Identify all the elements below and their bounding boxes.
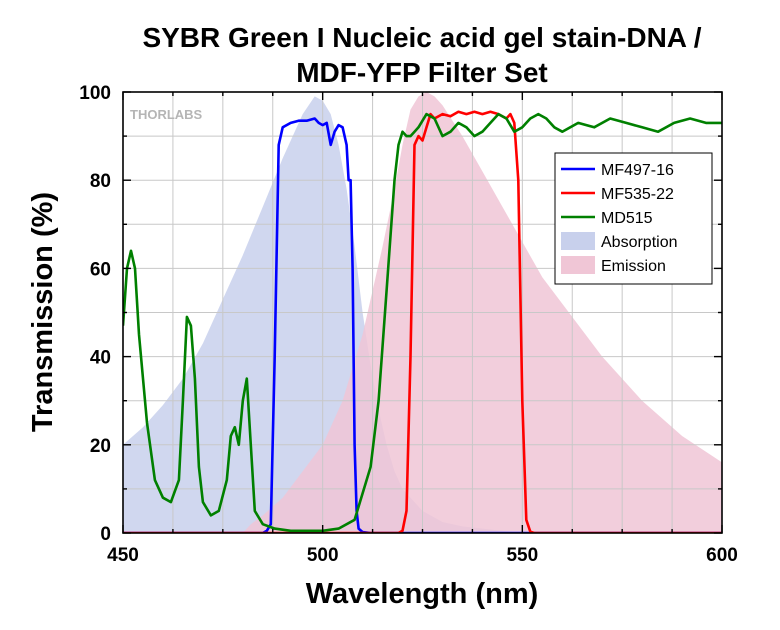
legend-swatch	[561, 232, 595, 250]
x-tick-label: 500	[307, 545, 339, 566]
line-mf535-22	[123, 110, 722, 533]
legend-label: MF535-22	[601, 186, 674, 203]
y-tick-label: 40	[90, 348, 111, 369]
x-tick-label: 600	[706, 545, 738, 566]
legend-label: MF497-16	[601, 162, 674, 179]
chart-title: SYBR Green I Nucleic acid gel stain-DNA …	[142, 22, 701, 53]
y-tick-label: 80	[90, 171, 111, 192]
y-tick-label: 60	[90, 259, 111, 280]
legend-swatch	[561, 256, 595, 274]
y-tick-label: 100	[79, 83, 111, 104]
legend-label: Absorption	[601, 234, 678, 251]
x-tick-label: 550	[506, 545, 538, 566]
line-md515	[123, 112, 722, 533]
line-mf497-16	[123, 117, 722, 533]
y-axis-label: Transmission (%)	[27, 192, 59, 432]
y-tick-label: 20	[90, 436, 111, 457]
tick-labels: 450 500 550 600 0 20 40 60 80 100	[79, 83, 738, 566]
axes	[122, 91, 723, 534]
y-tick-label: 0	[100, 524, 111, 545]
line-series-group	[123, 110, 722, 533]
x-tick-label: 450	[107, 545, 139, 566]
legend-label: MD515	[601, 210, 653, 227]
chart-subtitle: MDF-YFP Filter Set	[296, 57, 548, 88]
watermark-logo: THORLABS	[130, 107, 203, 122]
x-axis-label: Wavelength (nm)	[306, 578, 539, 610]
legend: MF497-16 MF535-22 MD515 Absorption Emission	[554, 152, 713, 285]
legend-label: Emission	[601, 258, 666, 275]
